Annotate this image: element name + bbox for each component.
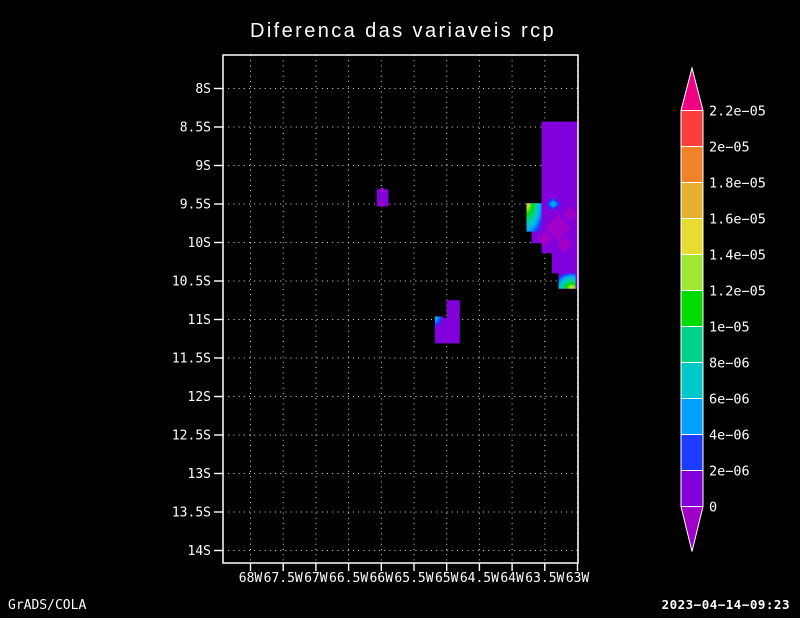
region-isolated-cell-65w-gradient-corner — [434, 316, 443, 328]
y-tick-label: 13.5S — [172, 506, 211, 521]
colorbar-segment — [680, 470, 704, 507]
colorbar-segment — [680, 218, 704, 255]
x-tick-label: 64W — [500, 571, 524, 586]
y-tick-label: 14S — [188, 544, 211, 559]
y-tick-label: 12.5S — [172, 429, 211, 444]
region-gradient-pocket-south — [558, 273, 576, 289]
colorbar-label: 2e−05 — [709, 140, 750, 156]
colorbar-label: 0 — [709, 500, 717, 516]
x-tick-label: 63W — [566, 571, 590, 586]
x-tick-label: 65W — [435, 571, 459, 586]
plot-frame — [222, 54, 579, 564]
region-isolated-cell-65w-upper — [446, 300, 460, 318]
plot-title: Diferenca das variaveis rcp — [249, 20, 557, 42]
y-tick-label: 9.5S — [180, 198, 211, 213]
colorbar-segment — [680, 254, 704, 291]
x-tick-label: 68W — [239, 571, 263, 586]
colorbar-label: 2e−06 — [709, 464, 750, 480]
x-tick-label: 65.5W — [394, 571, 433, 586]
region-negative-diamond-4 — [556, 237, 573, 253]
y-tick-label: 8.5S — [180, 121, 211, 136]
x-tick-label: 64.5W — [460, 571, 499, 586]
timestamp: 2023−04−14−09:23 — [661, 597, 790, 612]
region-blue-diamond-inner — [549, 200, 558, 208]
y-tick-label: 13S — [188, 467, 211, 482]
colorbar-label: 1.2e−05 — [709, 284, 766, 300]
y-tick-label: 10.5S — [172, 275, 211, 290]
region-isolated-cell-66w — [376, 189, 389, 207]
colorbar-segment — [680, 182, 704, 219]
colorbar-label: 1.8e−05 — [709, 176, 766, 192]
region-gradient-pocket-west — [526, 203, 542, 232]
colorbar-label: 6e−06 — [709, 392, 750, 408]
y-tick-label: 12S — [188, 390, 211, 405]
colorbar-segment — [680, 110, 704, 147]
x-tick-label: 66W — [370, 571, 394, 586]
region-negative-diamond-3 — [563, 207, 578, 221]
y-tick-label: 11.5S — [172, 352, 211, 367]
colorbar-segment — [680, 362, 704, 399]
colorbar-segment — [680, 290, 704, 327]
region-negative-diamond-1 — [544, 214, 571, 241]
colorbar-label: 1.6e−05 — [709, 212, 766, 228]
region-negative-diamond-2 — [536, 230, 553, 247]
region-isolated-cell-66w-notch-bottom — [378, 200, 386, 208]
colorbar-label: 1.4e−05 — [709, 248, 766, 264]
y-tick-label: 10S — [188, 236, 211, 251]
colorbar-label: 2.2e−05 — [709, 104, 766, 120]
colorbar-segment — [680, 434, 704, 471]
colorbar-arrow-top — [680, 66, 704, 111]
colorbar-label: 8e−06 — [709, 356, 750, 372]
colorbar-segment — [680, 398, 704, 435]
colorbar-label: 1e−05 — [709, 320, 750, 336]
grads-credit: GrADS/COLA — [8, 598, 87, 613]
x-tick-label: 63.5W — [525, 571, 564, 586]
x-tick-label: 67W — [304, 571, 328, 586]
colorbar-arrow-bottom — [680, 506, 704, 552]
region-isolated-cell-66w-notch-top — [378, 187, 386, 194]
x-tick-label: 66.5W — [329, 571, 368, 586]
colorbar-segment — [680, 326, 704, 363]
colorbar-label: 4e−06 — [709, 428, 750, 444]
y-tick-label: 8S — [195, 82, 211, 97]
x-tick-label: 67.5W — [264, 571, 303, 586]
y-tick-label: 9S — [195, 159, 211, 174]
colorbar-segment — [680, 146, 704, 183]
y-tick-label: 11S — [188, 313, 211, 328]
